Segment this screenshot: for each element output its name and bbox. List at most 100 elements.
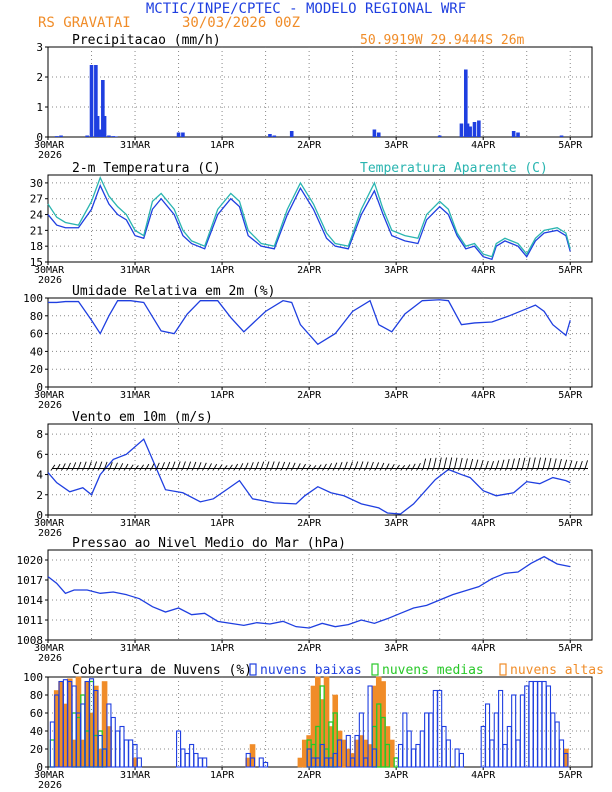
wind-barb	[572, 468, 575, 471]
wind-barb	[416, 468, 419, 471]
wind-barb	[269, 468, 273, 471]
panel-title: Umidade Relativa em 2m (%)	[72, 284, 276, 299]
x-tick-label: 1APR	[210, 518, 235, 529]
wind-barb	[342, 468, 346, 471]
wind-barb	[478, 468, 481, 471]
wind-barb	[433, 457, 437, 469]
wind-barb	[386, 463, 390, 469]
wind-barb	[222, 468, 226, 471]
y-tick-label: 80	[30, 310, 43, 323]
series-line	[47, 183, 571, 261]
precip-bar	[101, 80, 105, 137]
panel-1: Precipitacao (mm/h) 0 1 2 3 30MAR 31MAR 1APR 2AP…	[34, 33, 593, 161]
wind-barb	[62, 463, 66, 469]
wind-barb	[363, 468, 367, 471]
wind-barb	[510, 468, 513, 471]
series-line	[47, 175, 571, 258]
wind-barb	[248, 468, 252, 471]
wind-barb	[88, 461, 92, 469]
precip-bar	[94, 65, 98, 137]
precip-bar	[272, 135, 277, 137]
wind-barb	[60, 468, 64, 471]
wind-barb	[140, 464, 145, 469]
x-tick-label: 5APR	[558, 390, 583, 401]
wind-barb	[71, 468, 74, 471]
wind-barb	[182, 461, 186, 469]
y-tick-label: 60	[30, 328, 43, 341]
wind-barb	[123, 468, 126, 471]
y-tick-label: 0	[36, 131, 43, 144]
y-tick-label: 20	[30, 363, 43, 376]
wind-barb	[276, 461, 280, 469]
wind-barb	[548, 457, 552, 469]
wind-barb	[260, 461, 265, 469]
y-tick-label: 40	[30, 345, 43, 358]
wind-barb	[515, 468, 518, 471]
wind-barb	[114, 462, 118, 469]
wind-barb	[501, 459, 505, 469]
x-tick-label: 3APR	[384, 770, 409, 781]
y-tick-label: 20	[30, 743, 43, 756]
wind-barb	[264, 468, 267, 471]
x-tick-label: 5APR	[558, 265, 583, 276]
x-tick-label: 3APR	[384, 265, 409, 276]
wind-barb	[196, 468, 199, 471]
cloud-low-bar	[132, 743, 138, 768]
wind-barb	[327, 468, 330, 471]
wind-barb	[151, 463, 155, 469]
x-tick-label: 30MAR	[34, 643, 65, 654]
panel-6: Cobertura de Nuvens (%) 0 20 40 60 80 100 30MAR…	[23, 663, 604, 791]
precip-bar	[289, 131, 294, 137]
wind-barb	[92, 468, 95, 471]
legend-apparent-temp: Temperatura Aparente (C)	[360, 161, 548, 176]
wind-barb	[473, 468, 476, 471]
legend-swatch	[371, 663, 379, 676]
x-tick-label: 1APR	[210, 643, 235, 654]
cloud-low-bar	[249, 757, 256, 768]
wind-barb	[527, 457, 531, 469]
x-tick-label: 30MAR	[34, 265, 65, 276]
precip-bar	[437, 135, 442, 137]
y-tick-label: 80	[30, 689, 43, 702]
precip-bar	[376, 132, 381, 137]
wind-barb	[322, 468, 325, 471]
cloud-low-bar	[563, 752, 569, 768]
precip-bar	[54, 136, 59, 137]
x-year-label: 2026	[38, 150, 62, 161]
y-tick-label: 60	[30, 707, 43, 720]
wind-barb	[207, 468, 210, 471]
wind-barb	[395, 468, 398, 471]
wind-barb	[396, 464, 400, 469]
wind-barb	[177, 461, 181, 469]
wind-barb	[391, 463, 395, 469]
panel-frame	[47, 174, 593, 263]
wind-barb	[442, 468, 445, 471]
panel-title: Precipitacao (mm/h)	[72, 33, 221, 48]
legend-label: nuvens medias	[382, 663, 484, 678]
wind-barb	[380, 462, 385, 469]
y-tick-label: 3	[36, 41, 43, 54]
cloud-low-bar	[358, 712, 364, 768]
wind-barb	[292, 462, 296, 469]
precip-bar	[472, 122, 477, 137]
wind-barb	[577, 468, 581, 471]
wind-barb	[78, 461, 82, 469]
wind-barb	[208, 463, 212, 469]
wind-barb	[579, 460, 583, 469]
wind-barb	[55, 468, 58, 471]
y-tick-label: 1014	[17, 594, 44, 607]
wind-barb	[212, 468, 215, 471]
wind-barb	[149, 468, 152, 471]
cloud-low-bar	[319, 743, 325, 768]
wind-barb	[57, 463, 61, 469]
wind-barb	[511, 458, 515, 469]
wind-barb	[448, 457, 453, 469]
wind-barb	[102, 468, 105, 471]
precip-bar	[107, 135, 111, 137]
wind-barb	[401, 465, 406, 469]
precip-bar	[102, 116, 107, 137]
wind-barb	[384, 468, 387, 471]
precip-bar	[85, 135, 89, 137]
wind-barb	[130, 464, 134, 469]
wind-barb	[316, 468, 320, 471]
